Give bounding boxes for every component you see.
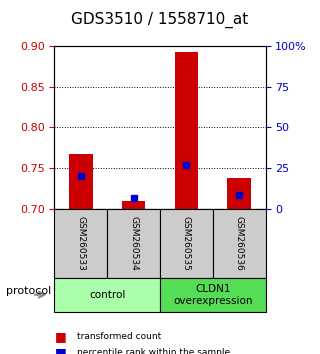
Text: control: control bbox=[89, 290, 125, 300]
Text: ■: ■ bbox=[54, 330, 66, 343]
Bar bbox=[174, 52, 198, 209]
Text: GSM260533: GSM260533 bbox=[76, 216, 85, 271]
Text: transformed count: transformed count bbox=[77, 332, 161, 341]
Bar bbox=[122, 201, 146, 209]
Text: GSM260535: GSM260535 bbox=[182, 216, 191, 271]
Bar bbox=[69, 154, 93, 209]
Text: percentile rank within the sample: percentile rank within the sample bbox=[77, 348, 230, 354]
Text: GSM260536: GSM260536 bbox=[235, 216, 244, 271]
Text: GDS3510 / 1558710_at: GDS3510 / 1558710_at bbox=[71, 11, 249, 28]
Bar bbox=[227, 178, 251, 209]
Text: protocol: protocol bbox=[6, 286, 52, 296]
Text: CLDN1
overexpression: CLDN1 overexpression bbox=[173, 284, 252, 306]
Text: ■: ■ bbox=[54, 346, 66, 354]
Text: GSM260534: GSM260534 bbox=[129, 216, 138, 271]
